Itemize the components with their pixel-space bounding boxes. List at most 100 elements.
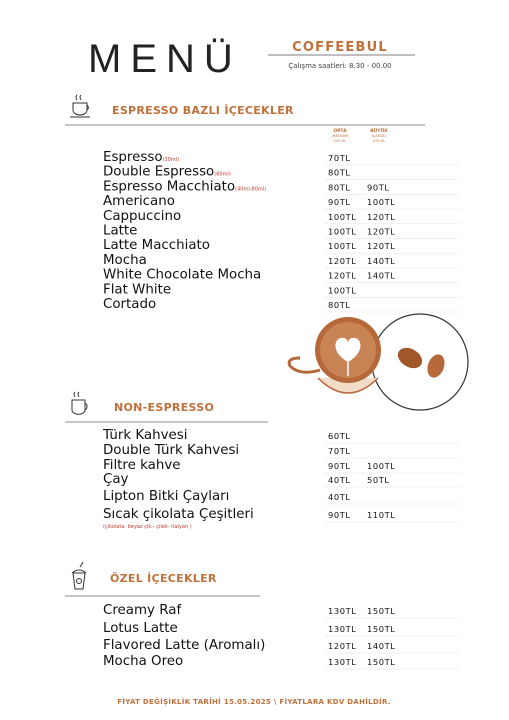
item-name: Double Türk Kahvesi: [103, 443, 239, 458]
price: 70TL: [328, 446, 351, 456]
size-label: BÜYÜK: [370, 127, 388, 134]
item: Espresso Macchiato(40ml-80ml): [103, 179, 266, 194]
item-name: Filtre kahve: [103, 458, 181, 473]
price: 40TL: [328, 492, 351, 502]
price: 40TL: [328, 475, 351, 485]
price: 140TL: [367, 271, 396, 281]
size-sub: (MEDIUM): [331, 134, 349, 138]
item: Lotus Latte: [103, 621, 178, 636]
price: 80TL: [328, 168, 351, 178]
item-name: Çay: [103, 472, 129, 487]
item: Espresso(30ml): [103, 150, 179, 165]
item: Filtre kahve: [103, 458, 181, 473]
item: Latte Macchiato: [103, 238, 210, 253]
size-volume: 470 ML: [373, 139, 386, 143]
item-name: Mocha: [103, 253, 147, 268]
price: 150TL: [367, 657, 396, 667]
item-name: Espresso Macchiato: [103, 179, 235, 194]
price: 130TL: [328, 624, 357, 634]
section-title: NON-ESPRESSO: [114, 401, 214, 414]
price: 120TL: [367, 227, 396, 237]
price: 140TL: [367, 256, 396, 266]
item-name: Lotus Latte: [103, 621, 178, 636]
price: 80TL: [328, 300, 351, 310]
price: 50TL: [367, 475, 390, 485]
section-title: ESPRESSO BAZLI İÇECEKLER: [112, 103, 294, 117]
price: 120TL: [328, 256, 357, 266]
item: Mocha: [103, 253, 147, 268]
item-name: Espresso: [103, 150, 163, 165]
price: 90TL: [328, 461, 351, 471]
item-note: (30ml): [163, 157, 180, 163]
item-note: (40ml-80ml): [235, 186, 266, 192]
item: Double Espresso(60ml): [103, 165, 231, 180]
item-detail: (çikolata- beyaz çik.- çilek- italyan ): [103, 524, 192, 530]
coffee-illustration: [287, 313, 469, 411]
item: Americano: [103, 194, 175, 209]
item: Cappuccino: [103, 209, 181, 224]
price: 130TL: [328, 657, 357, 667]
price: 100TL: [328, 212, 357, 222]
item: Latte: [103, 224, 137, 239]
price: 90TL: [328, 197, 351, 207]
item: Flavored Latte (Aromalı): [103, 638, 265, 653]
size-label: ORTA: [333, 128, 347, 134]
price: 120TL: [328, 271, 357, 281]
item-name: White Chocolate Mocha: [103, 268, 261, 283]
price: 80TL: [328, 182, 351, 192]
price: 100TL: [328, 227, 357, 237]
item: Çay: [103, 472, 129, 487]
item: Double Türk Kahvesi: [103, 443, 239, 458]
item: Creamy Raf: [103, 603, 181, 618]
icon-iced-cup: [71, 561, 87, 590]
item: Lipton Bitki Çayları: [103, 489, 229, 504]
item-name: Cortado: [103, 297, 156, 312]
price: 100TL: [328, 241, 357, 251]
price: 100TL: [328, 285, 357, 295]
item-name: Türk Kahvesi: [102, 428, 187, 443]
price: 140TL: [367, 641, 396, 651]
hours: Çalışma saatleri: 8.30 - 00.00: [288, 62, 391, 70]
item-name: Flavored Latte (Aromalı): [103, 638, 265, 653]
menu-title: MENÜ: [88, 37, 242, 81]
item: White Chocolate Mocha: [103, 268, 261, 283]
item: Mocha Oreo: [103, 654, 183, 669]
icon-cup: [70, 94, 90, 118]
size-volume: 250 ML: [334, 139, 347, 143]
price: 120TL: [367, 241, 396, 251]
item-name: Creamy Raf: [103, 603, 181, 618]
icon-mug: [71, 391, 88, 415]
item: Cortado: [103, 297, 156, 312]
item-name: Latte: [103, 224, 137, 239]
item-name: Cappuccino: [103, 209, 181, 224]
price: 90TL: [328, 510, 351, 520]
price: 100TL: [367, 197, 396, 207]
item-name: Mocha Oreo: [103, 654, 183, 669]
item: Flat White: [103, 282, 171, 297]
item: Türk Kahvesi: [102, 428, 187, 443]
item: Sıcak çikolata Çeşitleri: [103, 507, 254, 522]
price: 150TL: [367, 624, 396, 634]
price: 120TL: [367, 212, 396, 222]
brand: COFFEEBUL: [292, 40, 388, 55]
price: 100TL: [367, 461, 396, 471]
price: 130TL: [328, 606, 357, 616]
footer: FİYAT DEĞİŞİKLİK TARİHİ 15.05.2025 \ FİY…: [117, 697, 390, 706]
size-sub: (LARGE): [372, 134, 387, 138]
item-note: (60ml): [214, 172, 231, 178]
section-title: ÖZEL İÇECEKLER: [110, 571, 217, 585]
item-name: Flat White: [103, 282, 171, 297]
price: 150TL: [367, 606, 396, 616]
price: 60TL: [328, 431, 351, 441]
price: 70TL: [328, 153, 351, 163]
item-name: Lipton Bitki Çayları: [103, 489, 229, 504]
item-name: Double Espresso: [103, 165, 214, 180]
price: 120TL: [328, 641, 357, 651]
item-name: Latte Macchiato: [103, 238, 210, 253]
price: 90TL: [367, 182, 390, 192]
item-name: Sıcak çikolata Çeşitleri: [103, 507, 254, 522]
price: 110TL: [367, 510, 396, 520]
item-name: Americano: [103, 194, 175, 209]
